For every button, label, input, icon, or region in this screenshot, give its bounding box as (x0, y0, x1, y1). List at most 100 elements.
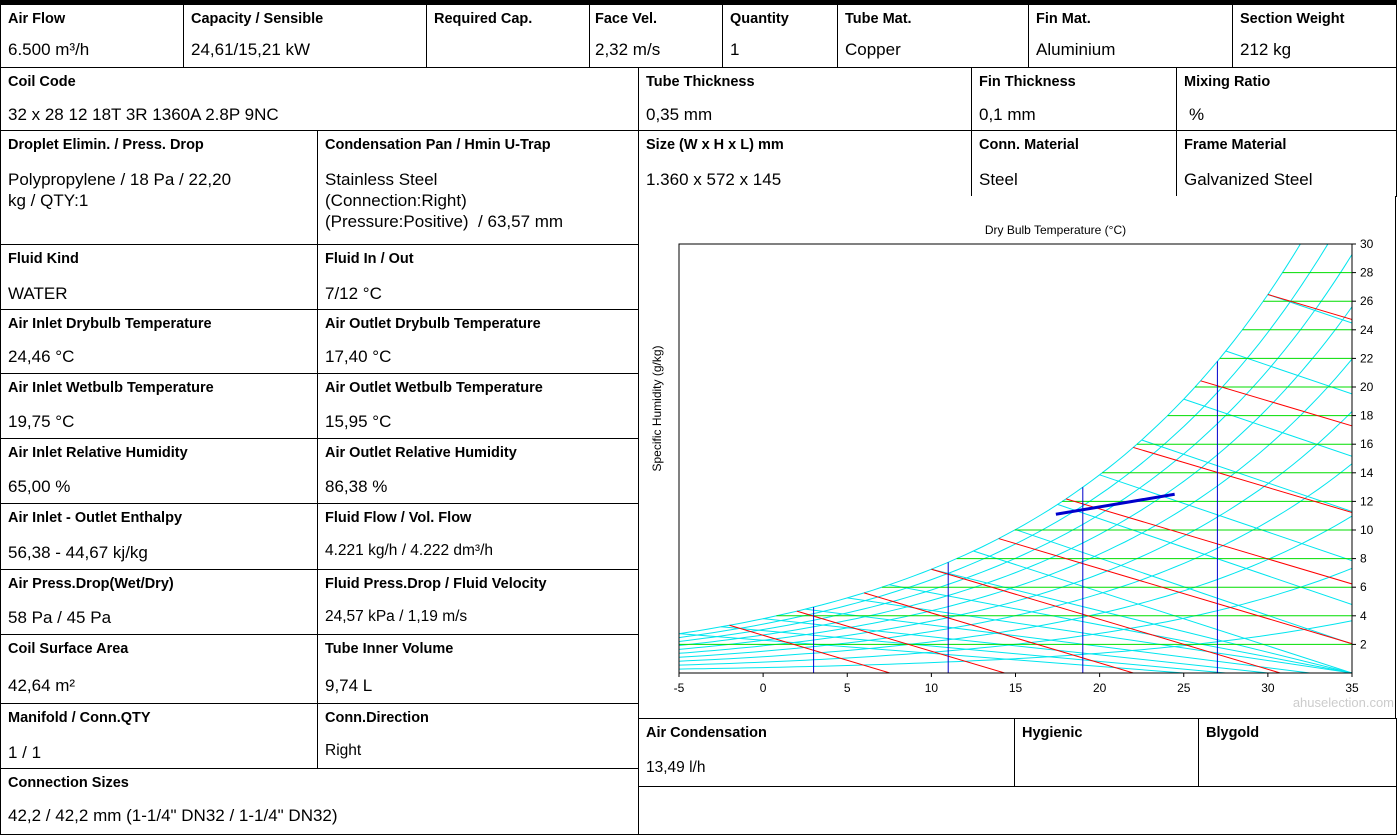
required-cap-cell: Required Cap. (426, 4, 590, 68)
air-inlet-rh-value: 65,00 % (8, 477, 71, 496)
chart-title: Dry Bulb Temperature (°C) (985, 223, 1126, 237)
coil-code-label: Coil Code (8, 74, 76, 90)
rh-curve (679, 411, 1352, 654)
y-tick-label: 12 (1360, 494, 1374, 508)
face-vel-label: Face Vel. (595, 11, 658, 27)
air-outlet-drybulb-value: 17,40 °C (325, 347, 392, 366)
rh-curve (679, 358, 1352, 650)
enthalpy-line (1267, 294, 1352, 321)
fluid-kind-label: Fluid Kind (8, 251, 79, 267)
air-inlet-drybulb-cell: Air Inlet Drybulb Temperature 24,46 °C (0, 309, 318, 374)
wetbulb-line (721, 626, 1226, 673)
frame-material-label: Frame Material (1184, 137, 1287, 153)
air-press-drop-value: 58 Pa / 45 Pa (8, 608, 112, 627)
quantity-cell: Quantity 1 (722, 4, 838, 68)
fluid-kind-value: WATER (8, 284, 68, 303)
wetbulb-line (1141, 439, 1352, 512)
fluid-kind-cell: Fluid Kind WATER (0, 244, 318, 310)
fin-thickness-cell: Fin Thickness 0,1 mm (971, 67, 1177, 131)
tube-thickness-cell: Tube Thickness 0,35 mm (638, 67, 972, 131)
enthalpy-line (1065, 498, 1352, 585)
x-tick-label: 20 (1093, 681, 1107, 695)
rh-curve (679, 244, 1301, 635)
wetbulb-line (1310, 228, 1352, 242)
coil-surface-label: Coil Surface Area (8, 641, 129, 657)
enthalpy-cell: Air Inlet - Outlet Enthalpy 56,38 - 44,6… (0, 503, 318, 570)
conn-material-label: Conn. Material (979, 137, 1079, 153)
watermark: ahuselection.com (1293, 695, 1394, 710)
hygienic-cell: Hygienic (1014, 718, 1199, 787)
rh-curve (679, 306, 1352, 646)
enthalpy-line (1200, 380, 1352, 427)
y-tick-label: 16 (1360, 437, 1374, 451)
y-tick-label: 8 (1360, 552, 1367, 566)
y-tick-label: 10 (1360, 523, 1374, 537)
mixing-ratio-cell: Mixing Ratio % (1176, 67, 1397, 131)
quantity-label: Quantity (730, 11, 789, 27)
air-inlet-drybulb-value: 24,46 °C (8, 347, 75, 366)
y-tick-label: 20 (1360, 380, 1374, 394)
fin-thickness-label: Fin Thickness (979, 74, 1076, 90)
air-outlet-wetbulb-cell: Air Outlet Wetbulb Temperature 15,95 °C (317, 373, 639, 439)
manifold-value: 1 / 1 (8, 743, 42, 762)
air-condensation-label: Air Condensation (646, 725, 767, 741)
x-tick-label: 35 (1345, 681, 1359, 695)
wetbulb-line (931, 568, 1352, 673)
condensation-pan-value: Stainless Steel (Connection:Right) (Pres… (325, 170, 564, 231)
air-flow-label: Air Flow (8, 11, 66, 27)
x-tick-label: 10 (925, 681, 939, 695)
wetbulb-line (889, 584, 1352, 673)
tube-thickness-label: Tube Thickness (646, 74, 755, 90)
tube-inner-volume-value: 9,74 L (325, 676, 373, 695)
fluid-in-out-value: 7/12 °C (325, 284, 382, 303)
air-outlet-wetbulb-value: 15,95 °C (325, 412, 392, 431)
fin-mat-value: Aluminium (1036, 40, 1116, 59)
section-weight-value: 212 kg (1240, 40, 1292, 59)
tube-mat-cell: Tube Mat. Copper (837, 4, 1029, 68)
tube-mat-value: Copper (845, 40, 901, 59)
quantity-value: 1 (730, 40, 740, 59)
y-tick-label: 14 (1360, 466, 1374, 480)
connection-sizes-value: 42,2 / 42,2 mm (1-1/4" DN32 / 1-1/4" DN3… (8, 806, 338, 825)
air-flow-value: 6.500 m³/h (8, 40, 90, 59)
mixing-ratio-value: % (1189, 105, 1205, 124)
enthalpy-line (998, 538, 1352, 645)
conn-material-cell: Conn. Material Steel (971, 130, 1177, 197)
fluid-in-out-cell: Fluid In / Out 7/12 °C (317, 244, 639, 310)
x-tick-label: -5 (674, 681, 685, 695)
x-tick-label: 25 (1177, 681, 1191, 695)
fluid-press-drop-value: 24,57 kPa / 1,19 m/s (325, 608, 468, 625)
wetbulb-line (1183, 398, 1352, 457)
size-label: Size (W x H x L) mm (646, 137, 784, 153)
capacity-label: Capacity / Sensible (191, 11, 324, 27)
air-condensation-cell: Air Condensation 13,49 l/h (638, 718, 1015, 787)
tube-mat-label: Tube Mat. (845, 11, 912, 27)
air-inlet-rh-cell: Air Inlet Relative Humidity 65,00 % (0, 438, 318, 504)
wetbulb-line (805, 608, 1311, 673)
coil-code-cell: Coil Code 32 x 28 12 18T 3R 1360A 2.8P 9… (0, 67, 639, 131)
fin-mat-label: Fin Mat. (1036, 11, 1091, 27)
enthalpy-line (931, 568, 1282, 673)
enthalpy-line (796, 610, 1007, 673)
section-weight-cell: Section Weight 212 kg (1232, 4, 1397, 68)
air-condensation-value: 13,49 l/h (646, 759, 706, 776)
frame-material-value: Galvanized Steel (1184, 170, 1313, 189)
x-tick-label: 5 (844, 681, 851, 695)
x-tick-label: 30 (1261, 681, 1275, 695)
fluid-press-drop-label: Fluid Press.Drop / Fluid Velocity (325, 576, 547, 592)
air-outlet-wetbulb-label: Air Outlet Wetbulb Temperature (325, 380, 543, 396)
frame-material-cell: Frame Material Galvanized Steel (1176, 130, 1397, 197)
size-cell: Size (W x H x L) mm 1.360 x 572 x 145 (638, 130, 972, 197)
hygienic-label: Hygienic (1022, 725, 1083, 741)
air-press-drop-label: Air Press.Drop(Wet/Dry) (8, 576, 174, 592)
psychrometric-chart: -5 0 5 10 15 20 25 30 35246810121416182022242628… (650, 223, 1394, 710)
air-inlet-wetbulb-cell: Air Inlet Wetbulb Temperature 19,75 °C (0, 373, 318, 439)
bottom-right-blank-cell (638, 786, 1397, 835)
coil-surface-cell: Coil Surface Area 42,64 m² (0, 634, 318, 704)
air-outlet-drybulb-cell: Air Outlet Drybulb Temperature 17,40 °C (317, 309, 639, 374)
enthalpy-label: Air Inlet - Outlet Enthalpy (8, 510, 183, 526)
wetbulb-line (679, 633, 1184, 673)
rh-curve (679, 620, 1352, 670)
size-value: 1.360 x 572 x 145 (646, 170, 782, 189)
rh-curve (679, 254, 1352, 642)
